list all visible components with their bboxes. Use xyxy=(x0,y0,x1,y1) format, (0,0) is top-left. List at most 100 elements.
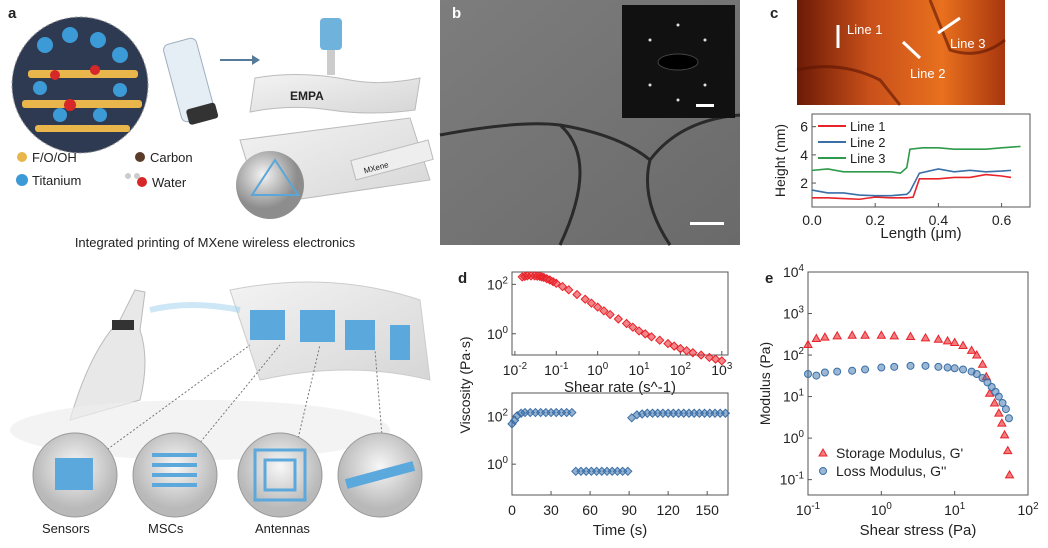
data-point xyxy=(847,330,858,339)
x-tick-label: 0.4 xyxy=(929,212,949,228)
data-point xyxy=(993,408,1004,417)
x-tick-label: 101 xyxy=(629,361,650,378)
x-tick-label: 0.2 xyxy=(865,212,885,228)
y-axis-label: Height (nm) xyxy=(772,124,788,197)
x-tick-label-exp: -1 xyxy=(811,501,820,512)
y-tick-label: 103 xyxy=(783,305,805,322)
data-point xyxy=(803,339,813,348)
series-0 xyxy=(507,407,731,477)
charts: 0.0 0.2 0.4 0.6 2 4 6 Length (μm) Height (nm) Lin… xyxy=(487,113,1039,539)
x-tick-label: 100 xyxy=(587,361,609,378)
data-point xyxy=(655,335,665,345)
data-point xyxy=(833,367,842,376)
data-point xyxy=(586,298,597,308)
y-tick-label: 2 xyxy=(800,175,808,191)
legend-carbon: Carbon xyxy=(150,150,193,165)
data-point xyxy=(934,362,943,371)
series-0 xyxy=(517,271,727,366)
series-line xyxy=(812,173,1012,201)
y-tick-label-exp: 2 xyxy=(503,408,508,419)
data-point xyxy=(977,359,988,368)
y-tick-label-exp: 2 xyxy=(503,275,508,286)
scale-bar xyxy=(690,222,724,225)
x-tick-label-exp: -2 xyxy=(518,361,527,372)
x-tick-label: 102 xyxy=(1017,501,1038,518)
data-point xyxy=(889,330,900,340)
plot-frame xyxy=(807,271,1029,496)
arrow-head-icon xyxy=(252,55,260,65)
y-tick-label-exp: 0 xyxy=(799,429,805,440)
legend-label: Storage Modulus, G' xyxy=(836,445,963,461)
antenna-device xyxy=(237,432,323,518)
legend-titanium: Titanium xyxy=(32,173,81,188)
x-axis-label: Time (s) xyxy=(593,522,647,539)
y-tick-label: 4 xyxy=(800,147,808,163)
data-point xyxy=(958,340,968,349)
data-point xyxy=(876,330,887,339)
panel-b: b xyxy=(439,0,741,246)
mxene-structure-illustration xyxy=(11,16,149,154)
data-point xyxy=(820,368,829,377)
data-point xyxy=(572,289,582,300)
x-axis-label: Shear stress (Pa) xyxy=(860,522,977,539)
panel-label-b: b xyxy=(452,5,461,22)
data-point xyxy=(971,350,982,359)
data-point xyxy=(557,281,568,292)
empa-logo-text: EMPA xyxy=(290,89,324,103)
x-tick-label-exp: 1 xyxy=(644,361,649,372)
data-point xyxy=(812,371,821,380)
x-tick-label-exp: 3 xyxy=(727,361,733,372)
x-tick-label-exp: 0 xyxy=(886,501,892,512)
afm-label-line3: Line 3 xyxy=(950,36,985,51)
y-tick-label: 6 xyxy=(800,119,808,135)
data-point xyxy=(640,329,650,339)
y-tick-label-exp: -1 xyxy=(795,471,804,482)
data-point xyxy=(818,447,828,457)
data-point xyxy=(811,333,822,343)
data-point xyxy=(564,285,574,295)
y-tick-label: 102 xyxy=(783,346,804,363)
sensor-device xyxy=(32,432,118,518)
data-point xyxy=(1004,469,1015,479)
series-loss-modulus-g- xyxy=(804,361,1013,423)
x-tick-label-exp: 1 xyxy=(960,501,965,512)
legend-water: Water xyxy=(152,175,187,190)
data-point xyxy=(720,408,731,418)
legend-label: Line 1 xyxy=(850,119,885,134)
rfid-device xyxy=(337,432,423,518)
y-tick-label-exp: 0 xyxy=(503,455,509,466)
plot-frame xyxy=(511,392,729,496)
data-point xyxy=(628,322,638,332)
x-tick-label: 10-1 xyxy=(796,501,820,518)
legend-label: Line 3 xyxy=(850,151,885,166)
x-tick-label: 101 xyxy=(944,501,965,518)
data-point xyxy=(890,362,899,371)
carbon-marker-icon xyxy=(135,152,145,162)
y-tick-label-exp: 2 xyxy=(799,346,804,357)
data-point xyxy=(605,309,615,320)
x-tick-label: 30 xyxy=(543,502,559,518)
chart-c: 0.0 0.2 0.4 0.6 2 4 6 Length (μm) Height (nm) Lin… xyxy=(772,113,1031,242)
panel-label-a: a xyxy=(8,5,17,22)
y-axis-label: Modulus (Pa) xyxy=(757,342,773,425)
chart-d-bottom: 0 30 60 90 120 150 100 102 Time (s) xyxy=(487,392,731,539)
data-point xyxy=(688,348,698,358)
label-mscs: MSCs xyxy=(148,521,184,536)
data-point xyxy=(804,369,812,378)
data-point xyxy=(613,314,624,324)
y-tick-label: 100 xyxy=(487,325,509,342)
y-tick-label-exp: 1 xyxy=(799,388,804,399)
x-tick-label: 120 xyxy=(656,502,680,518)
data-point xyxy=(996,418,1007,427)
data-point xyxy=(978,374,987,383)
x-tick-label: 150 xyxy=(696,502,720,518)
data-point xyxy=(994,392,1003,401)
series-line-3 xyxy=(811,145,1021,175)
series-line xyxy=(811,168,1012,197)
data-point xyxy=(972,369,981,378)
label-sensors: Sensors xyxy=(42,521,90,536)
data-point xyxy=(599,306,609,316)
x-tick-label-exp: 0 xyxy=(603,361,609,372)
